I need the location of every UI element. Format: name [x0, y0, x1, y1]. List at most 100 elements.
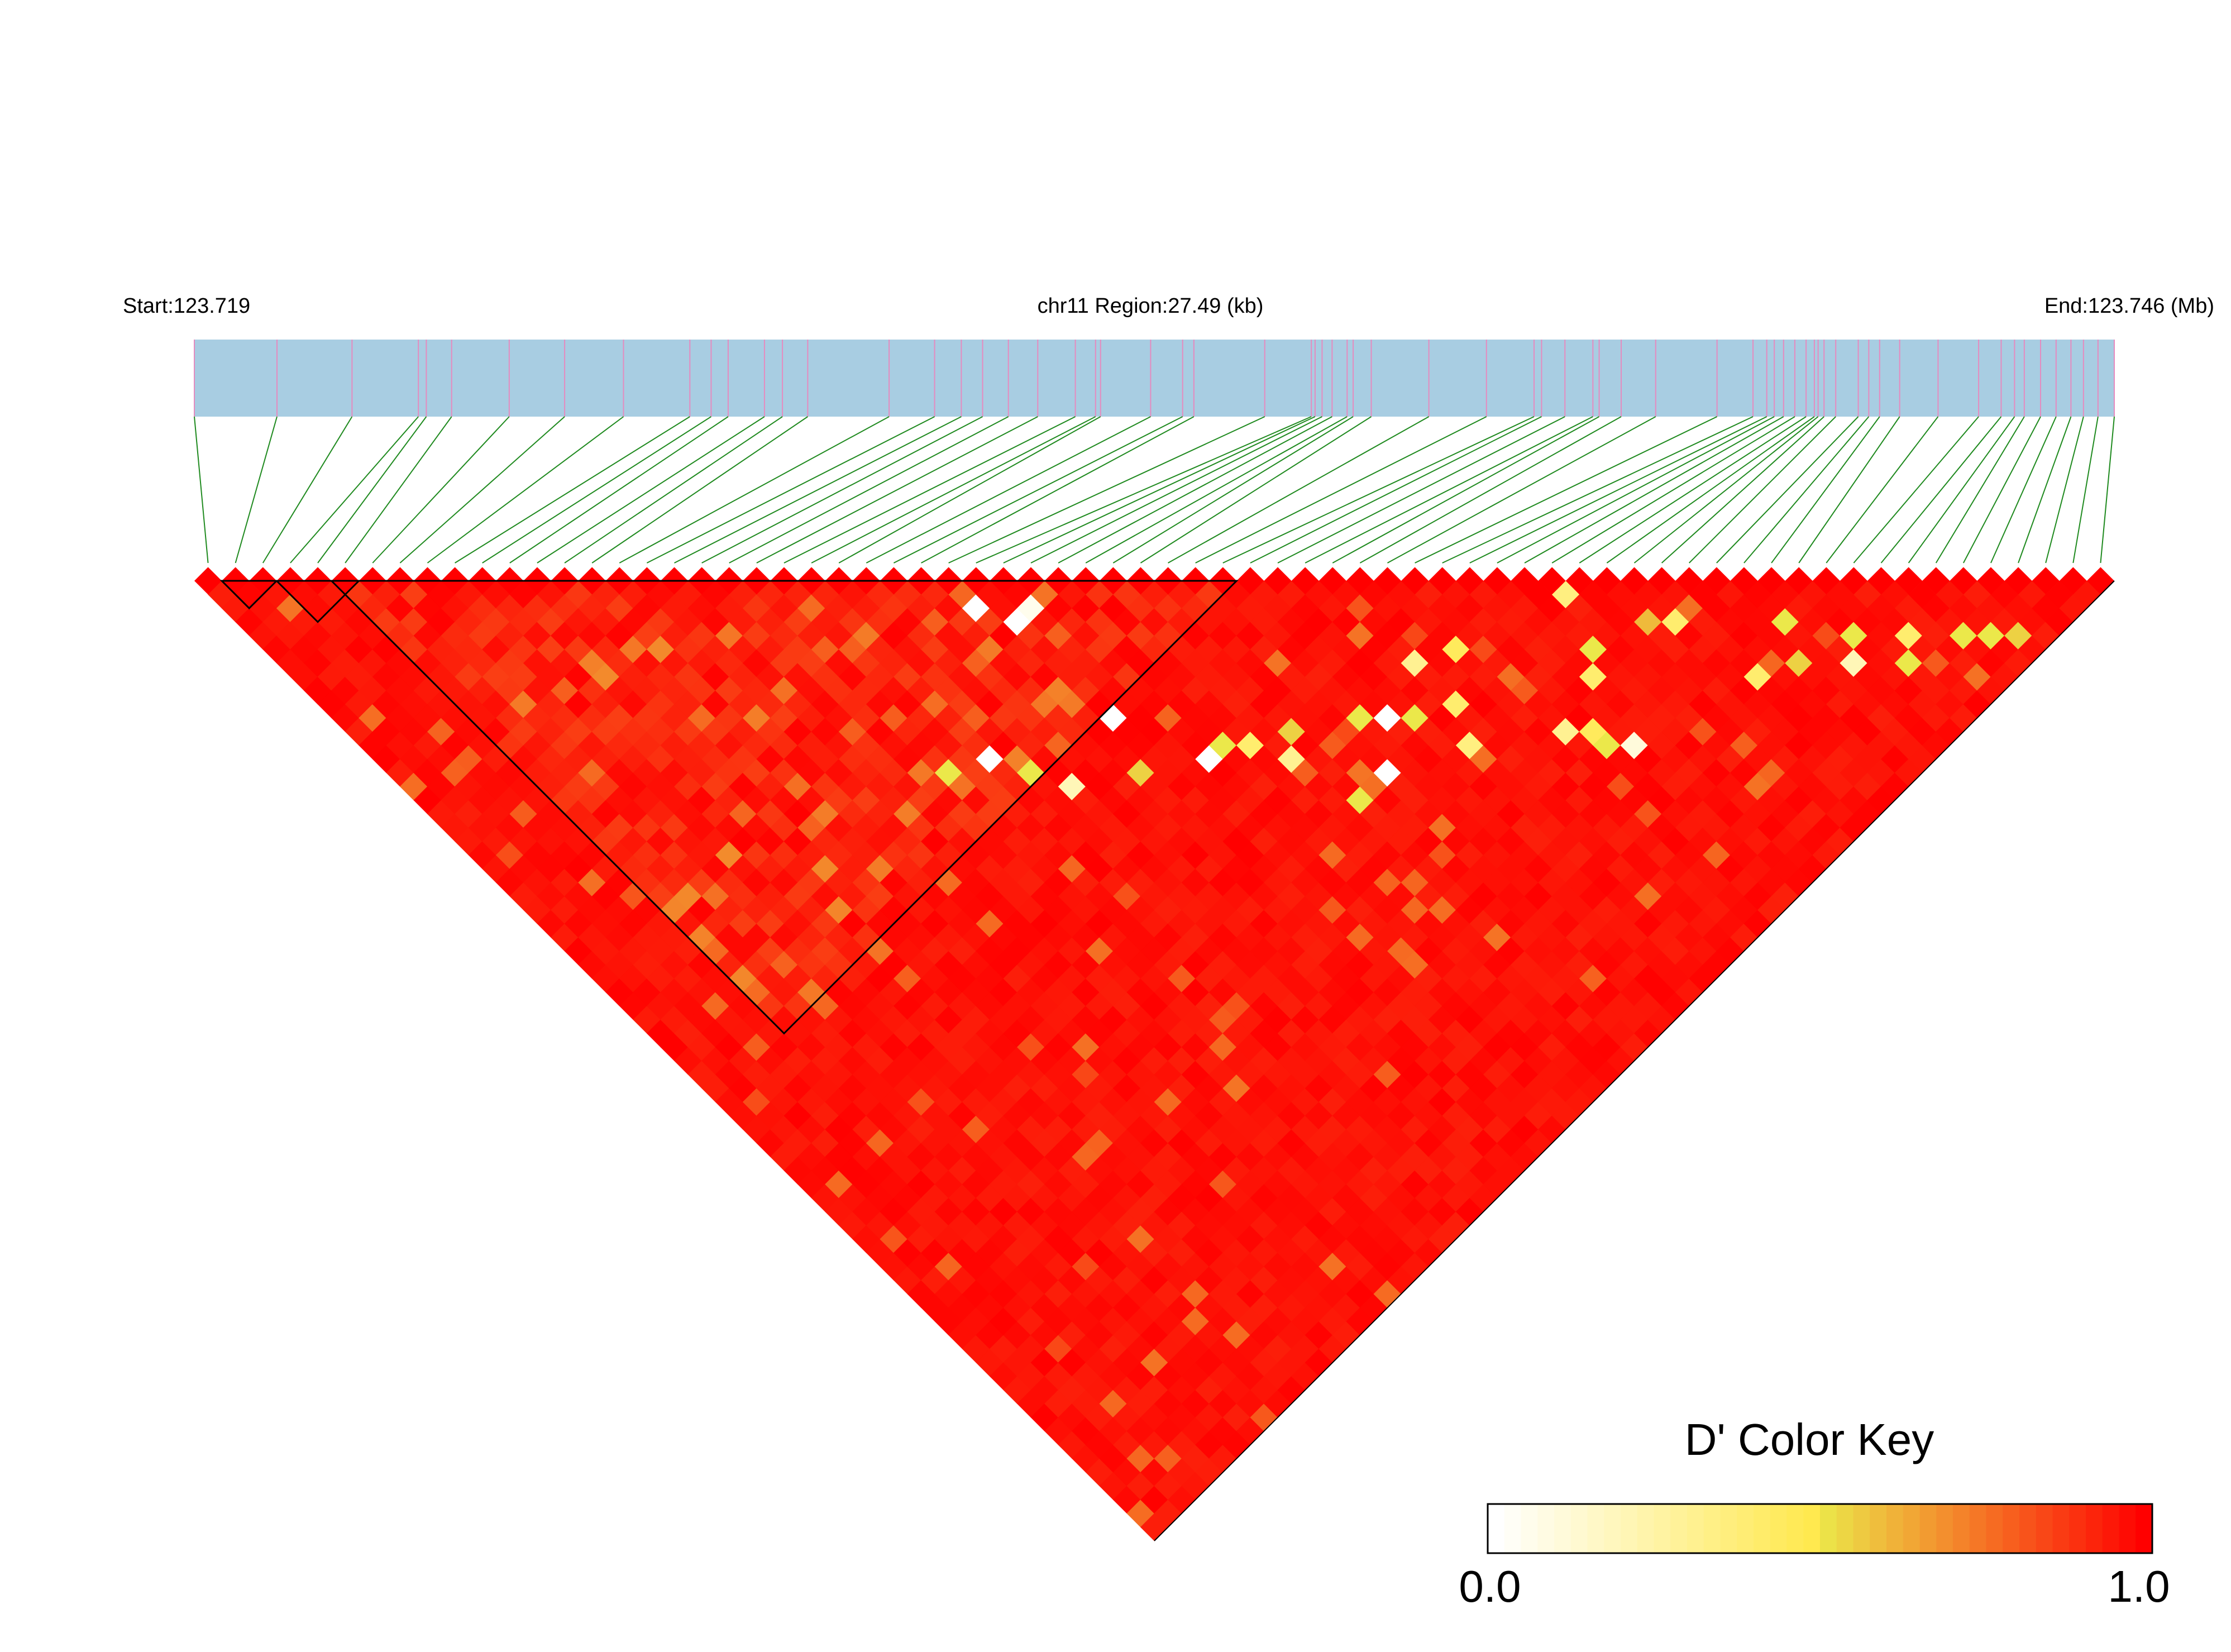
snp-marker [1950, 567, 1977, 595]
color-key-swatch [1786, 1504, 1804, 1553]
color-key-swatch [2102, 1504, 2120, 1553]
snp-marker [1840, 567, 1867, 595]
color-key-max-label: 1.0 [2108, 1562, 2170, 1611]
snp-marker [1977, 567, 2005, 595]
color-key-swatch [1969, 1504, 1987, 1553]
snp-connector-line [2100, 416, 2115, 564]
color-key-swatch [1621, 1504, 1638, 1553]
start-label: Start:123.719 [123, 294, 250, 318]
snp-connector-line [893, 416, 1183, 564]
snp-marker [1757, 567, 1785, 595]
snp-marker [1648, 567, 1676, 595]
snp-connector-line [537, 416, 765, 564]
color-key-swatch [1820, 1504, 1837, 1553]
color-key-swatch [1903, 1504, 1921, 1553]
snp-track-band [194, 340, 2114, 417]
snp-connector-line [1140, 416, 1372, 564]
color-key-swatch [1770, 1504, 1788, 1553]
snp-connector-line [646, 416, 935, 564]
snp-connector-line [1633, 416, 1819, 564]
snp-marker [1812, 567, 1840, 595]
snp-connector-line [1579, 416, 1807, 564]
color-key-swatch [2086, 1504, 2103, 1553]
snp-marker [1429, 567, 1456, 595]
snp-connector-line [1798, 416, 1900, 564]
color-key-min-label: 0.0 [1459, 1562, 1521, 1611]
snp-connector-line [564, 416, 783, 564]
snp-connector-line [1195, 416, 1487, 564]
snp-connector-line [2045, 416, 2084, 564]
snp-marker [1483, 567, 1511, 595]
color-key-swatch [1919, 1504, 1937, 1553]
snp-marker [1565, 567, 1593, 595]
snp-connector-line [2072, 416, 2099, 564]
snp-connector-line [1497, 416, 1775, 564]
snp-marker [1291, 567, 1319, 595]
snp-connector-line [1826, 416, 1939, 564]
snp-connector-line [1908, 416, 2015, 564]
snp-connector-line [1880, 416, 2002, 564]
color-key-swatch [1670, 1504, 1688, 1553]
snp-connector-line [1990, 416, 2057, 564]
snp-marker [1922, 567, 1950, 595]
snp-connector-line [1277, 416, 1565, 564]
color-key: D' Color Key 0.0 1.0 [1459, 1415, 2170, 1611]
color-key-swatch [2052, 1504, 2070, 1553]
snp-marker [2059, 567, 2087, 595]
snp-marker [1456, 567, 1484, 595]
snp-connector-line [619, 416, 890, 564]
snp-connector-line [290, 416, 419, 564]
snp-marker [1318, 567, 1346, 595]
snp-marker [1593, 567, 1621, 595]
snp-connector-line [1332, 416, 1600, 564]
color-key-swatch [1570, 1504, 1588, 1553]
snp-marker [1373, 567, 1402, 595]
snp-connector-line [509, 416, 729, 564]
snp-connector-line [1387, 416, 1656, 564]
snp-connector-line [317, 416, 427, 564]
snp-connector-line [1853, 416, 1979, 564]
snp-connector-line [1030, 416, 1322, 564]
color-key-swatch [1737, 1504, 1754, 1553]
snp-marker [2004, 567, 2032, 595]
snp-connectors [194, 416, 2115, 564]
snp-connector-line [1771, 416, 1880, 564]
snp-connector-line [1716, 416, 1859, 564]
snp-connector-line [482, 416, 711, 564]
color-key-swatch [1986, 1504, 2004, 1553]
snp-connector-line [1661, 416, 1824, 564]
snp-connector-line [427, 416, 624, 564]
snp-connector-line [838, 416, 1101, 564]
snp-marker [1620, 567, 1649, 595]
snp-marker [194, 567, 222, 595]
color-key-swatch [2069, 1504, 2086, 1553]
snp-connector-line [1962, 416, 2041, 564]
color-key-swatch [1953, 1504, 1970, 1553]
snp-connector-line [455, 416, 690, 564]
color-key-swatch [1537, 1504, 1555, 1553]
color-key-swatch [1836, 1504, 1854, 1553]
color-key-swatch [1587, 1504, 1605, 1553]
snp-marker [1538, 567, 1566, 595]
snp-connector-line [921, 416, 1195, 564]
snp-connector-line [1058, 416, 1332, 564]
snp-marker [1675, 567, 1703, 595]
snp-connector-line [1250, 416, 1542, 564]
snp-connector-line [1524, 416, 1784, 564]
color-key-swatch [1637, 1504, 1655, 1553]
haplotype-blocks [219, 580, 2115, 1541]
color-key-swatch [1521, 1504, 1539, 1553]
snp-connector-line [1305, 416, 1593, 564]
color-key-frame [1487, 1503, 2153, 1554]
snp-marker [1703, 567, 1731, 595]
color-key-swatch [1654, 1504, 1671, 1553]
snp-connector-line [399, 416, 565, 564]
color-key-swatch [1936, 1504, 1953, 1553]
snp-connector-line [976, 416, 1312, 564]
color-key-swatch [1803, 1504, 1821, 1553]
snp-marker [1895, 567, 1923, 595]
snp-marker [1867, 567, 1895, 595]
snp-marker [1730, 567, 1758, 595]
haplotype-block-outline [274, 580, 361, 623]
